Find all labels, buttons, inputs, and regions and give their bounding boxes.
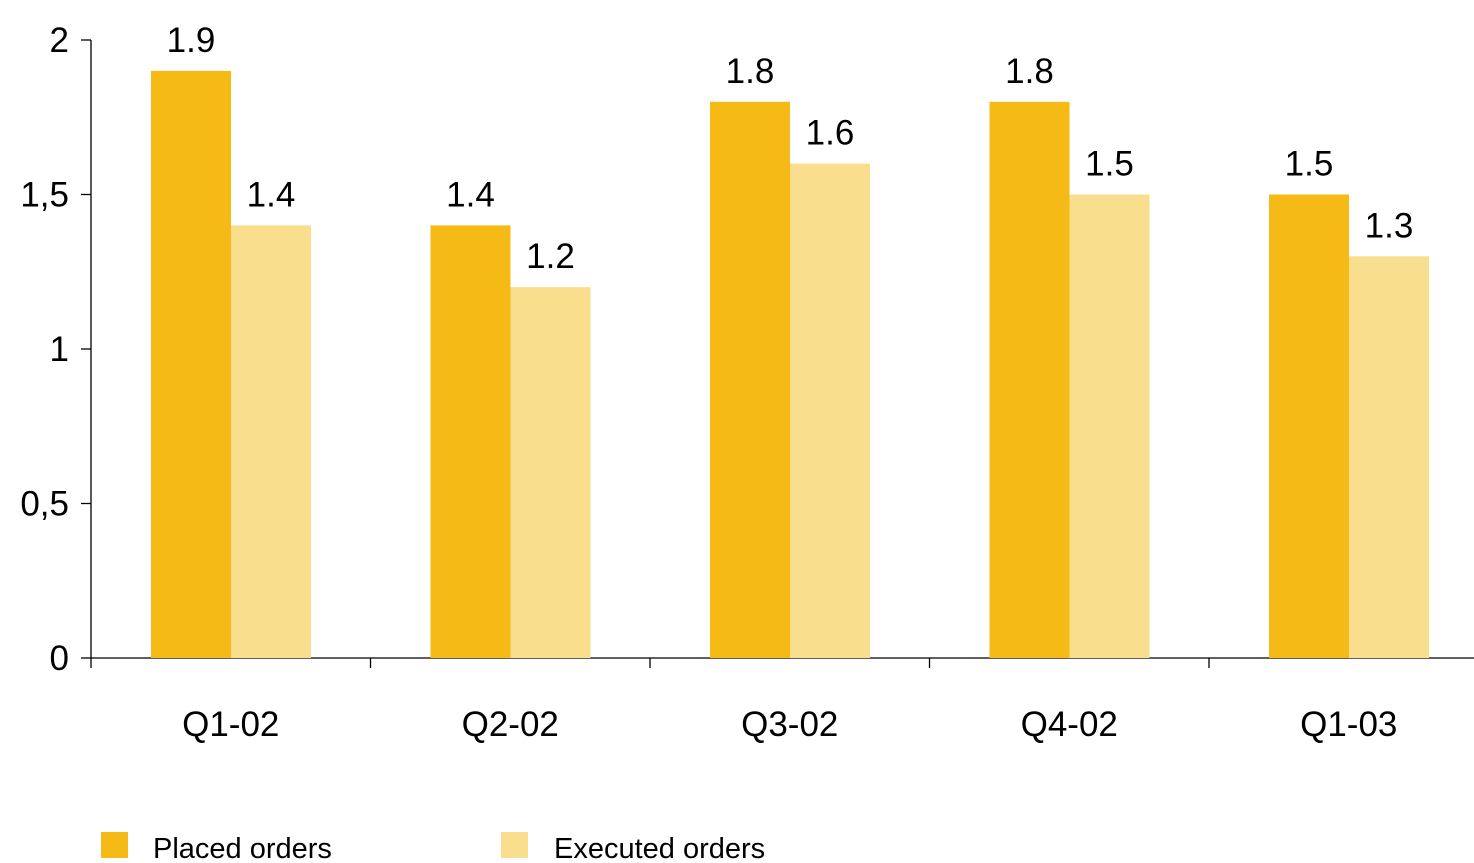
y-tick-label: 0: [50, 639, 69, 678]
bar-executed-orders-q3-02: [790, 163, 870, 658]
data-label-executed-orders: 1.5: [1085, 145, 1134, 184]
bar-placed-orders-q4-02: [989, 101, 1070, 659]
legend-label-executed-orders: Executed orders: [554, 833, 765, 863]
legend-swatch-executed-orders: [501, 832, 528, 858]
data-labels: 1.9 1.4 1.8 1.8 1.5 1.4 1.2 1.6 1.5 1.3: [167, 21, 1414, 276]
bars: [151, 70, 1429, 659]
axes: 0 0,5 1 1,5 2 Q1-02 Q2-02 Q3-02 Q4-02 Q1-03: [20, 21, 1474, 744]
data-label-placed-orders: 1.4: [446, 175, 495, 214]
bar-placed-orders-q1-03: [1269, 194, 1349, 658]
x-tick-label: Q1-02: [182, 705, 279, 744]
bar-placed-orders-q3-02: [710, 101, 790, 659]
legend: Placed orders Executed orders: [101, 832, 765, 863]
x-tick-label: Q2-02: [462, 705, 559, 744]
bar-executed-orders-q2-02: [510, 287, 591, 658]
data-label-executed-orders: 1.6: [806, 114, 855, 153]
legend-label-placed-orders: Placed orders: [153, 833, 332, 863]
y-tick-label: 1,5: [20, 176, 69, 215]
x-tick-label: Q4-02: [1021, 705, 1118, 744]
y-tick-label: 1: [50, 330, 69, 369]
legend-swatch-placed-orders: [101, 832, 128, 858]
bar-executed-orders-q1-03: [1349, 256, 1429, 658]
data-label-placed-orders: 1.8: [1005, 52, 1054, 91]
data-label-executed-orders: 1.2: [526, 237, 575, 276]
bar-executed-orders-q4-02: [1069, 194, 1150, 658]
y-tick-label: 0,5: [20, 485, 69, 524]
bar-executed-orders-q1-02: [231, 225, 311, 658]
data-label-placed-orders: 1.9: [167, 21, 216, 60]
y-tick-label: 2: [50, 21, 69, 60]
data-label-placed-orders: 1.8: [726, 52, 775, 91]
x-tick-label: Q1-03: [1300, 705, 1397, 744]
bar-placed-orders-q2-02: [430, 225, 511, 658]
data-label-executed-orders: 1.4: [247, 175, 296, 214]
data-label-placed-orders: 1.5: [1285, 145, 1334, 184]
x-tick-label: Q3-02: [741, 705, 838, 744]
data-label-executed-orders: 1.3: [1365, 206, 1414, 245]
bar-placed-orders-q1-02: [151, 70, 231, 658]
